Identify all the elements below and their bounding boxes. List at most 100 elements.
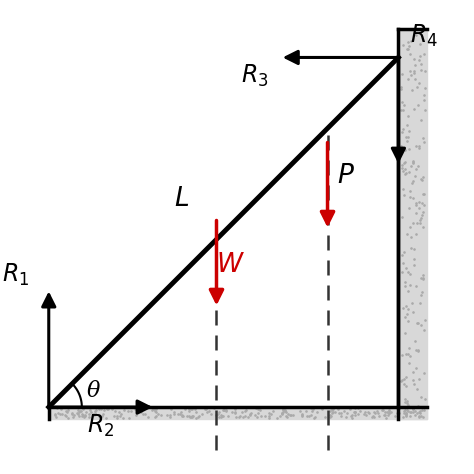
Point — [89, 410, 96, 418]
Point — [401, 398, 409, 406]
Point — [56, 410, 64, 418]
Point — [412, 209, 419, 216]
Point — [404, 407, 411, 414]
Point — [402, 383, 410, 390]
Point — [85, 410, 92, 418]
Point — [186, 407, 193, 414]
Point — [409, 219, 417, 227]
Point — [369, 412, 377, 419]
Point — [208, 410, 215, 418]
Point — [412, 230, 420, 238]
Point — [402, 169, 410, 176]
Point — [410, 405, 417, 412]
Point — [166, 411, 174, 419]
Point — [407, 187, 414, 195]
Point — [404, 112, 412, 120]
Point — [400, 403, 408, 410]
Point — [409, 158, 417, 166]
Point — [127, 408, 135, 415]
Point — [151, 408, 159, 415]
Point — [178, 411, 186, 419]
Point — [232, 413, 239, 420]
Point — [218, 413, 225, 420]
Point — [99, 410, 107, 418]
Point — [418, 175, 425, 183]
Point — [420, 369, 428, 377]
Point — [402, 350, 410, 357]
Point — [397, 85, 405, 92]
Point — [399, 42, 406, 49]
Point — [124, 408, 132, 415]
Point — [402, 410, 410, 417]
Point — [411, 172, 419, 179]
Point — [410, 376, 417, 384]
Point — [280, 405, 287, 413]
Point — [247, 409, 255, 416]
Point — [287, 411, 295, 419]
Point — [410, 409, 417, 416]
Point — [407, 412, 414, 419]
Point — [403, 310, 411, 318]
Point — [79, 405, 87, 412]
Point — [404, 305, 412, 312]
Point — [334, 406, 342, 413]
Point — [167, 405, 174, 412]
Point — [187, 413, 195, 421]
Point — [303, 412, 310, 420]
Point — [110, 412, 118, 419]
Point — [219, 412, 227, 420]
Point — [151, 405, 158, 413]
Point — [290, 411, 297, 419]
Point — [415, 57, 422, 64]
Point — [53, 405, 60, 412]
Point — [419, 190, 427, 198]
Point — [421, 316, 428, 324]
Point — [119, 414, 127, 421]
Point — [257, 412, 264, 420]
Point — [410, 157, 417, 165]
Point — [385, 407, 393, 414]
Point — [402, 403, 410, 411]
Point — [420, 327, 428, 334]
Point — [224, 413, 232, 420]
Point — [222, 407, 230, 414]
Point — [405, 345, 412, 352]
Point — [401, 406, 409, 413]
Point — [410, 177, 417, 185]
Point — [415, 408, 423, 415]
Point — [417, 116, 424, 124]
Point — [222, 406, 230, 414]
Point — [87, 409, 95, 416]
Point — [238, 408, 246, 416]
Point — [405, 42, 413, 50]
Point — [113, 414, 121, 421]
Point — [418, 406, 426, 414]
Point — [412, 31, 420, 39]
Text: $R_1$: $R_1$ — [2, 262, 29, 288]
Point — [348, 411, 356, 419]
Point — [191, 405, 199, 413]
Point — [140, 410, 147, 418]
Point — [408, 37, 415, 45]
Point — [419, 223, 427, 231]
Point — [401, 329, 409, 337]
Point — [326, 411, 334, 419]
Point — [178, 413, 186, 420]
Point — [202, 405, 210, 412]
Point — [386, 409, 393, 417]
Point — [282, 408, 290, 416]
Point — [409, 300, 416, 307]
Point — [416, 219, 424, 227]
Point — [192, 414, 200, 421]
Point — [365, 410, 373, 417]
Point — [192, 409, 200, 416]
Point — [380, 406, 387, 414]
Point — [102, 414, 110, 421]
Point — [343, 409, 350, 417]
Point — [62, 407, 70, 415]
Point — [183, 412, 191, 419]
Point — [78, 410, 85, 418]
Point — [137, 409, 145, 416]
Point — [138, 405, 146, 412]
Point — [410, 246, 418, 253]
